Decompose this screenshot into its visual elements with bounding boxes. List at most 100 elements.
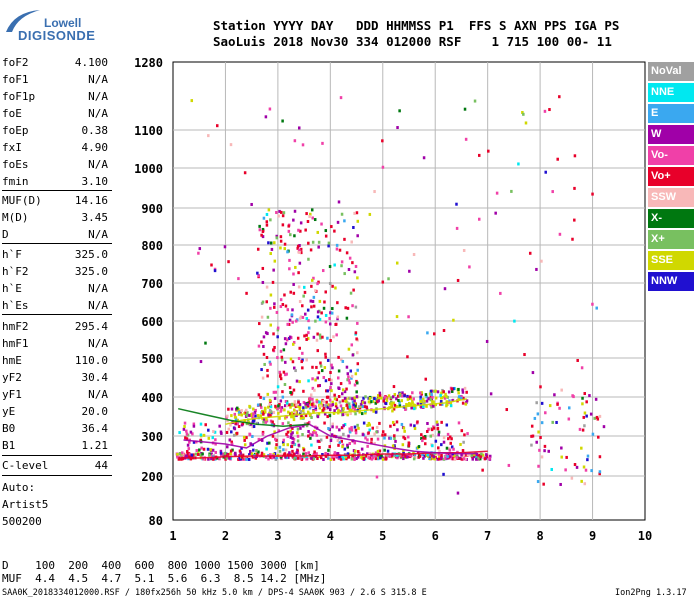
echo-point [283, 247, 287, 251]
param-value: N/A [88, 90, 108, 103]
param-separator [2, 455, 112, 456]
echo-point [339, 454, 343, 458]
echo-point [350, 408, 353, 412]
echo-point [279, 239, 283, 243]
echo-point [449, 441, 452, 445]
echo-point [571, 237, 574, 241]
echo-point [591, 192, 594, 196]
echo-point [214, 450, 218, 454]
echo-point [449, 404, 453, 408]
echo-point [327, 426, 330, 430]
echo-point [328, 445, 332, 449]
echo-point [464, 453, 467, 457]
echo-point [197, 452, 200, 456]
echo-point [336, 315, 340, 319]
echo-point [596, 417, 600, 421]
param-value: 36.4 [81, 422, 109, 435]
param-separator [2, 190, 112, 191]
echo-point [292, 442, 296, 446]
auto-label: Auto: [2, 481, 36, 494]
echo-point [353, 441, 357, 445]
echo-point [242, 457, 245, 461]
echo-point [342, 457, 345, 461]
echo-point [404, 454, 407, 458]
echo-point [331, 366, 334, 370]
echo-point [373, 442, 376, 446]
echo-point [234, 453, 237, 457]
echo-point [393, 437, 396, 441]
echo-point [237, 277, 240, 281]
echo-point [345, 387, 348, 391]
echo-point [325, 400, 328, 404]
echo-point [413, 424, 416, 428]
echo-point [254, 414, 257, 418]
echo-point [440, 391, 443, 395]
echo-point [262, 412, 265, 416]
echo-point [350, 428, 354, 432]
echo-point [384, 455, 388, 459]
echo-point [428, 392, 432, 396]
echo-point [354, 404, 357, 408]
echo-point [437, 457, 441, 461]
echo-point [302, 446, 305, 450]
echo-point [261, 280, 265, 284]
echo-point [310, 402, 314, 406]
echo-point [427, 397, 430, 401]
echo-point [558, 406, 561, 410]
echo-point [316, 349, 320, 353]
echo-point [311, 299, 315, 303]
echo-point [314, 319, 317, 323]
echo-point [233, 451, 237, 455]
echo-point [395, 315, 399, 319]
echo-point [331, 403, 334, 407]
echo-point [176, 455, 179, 459]
echo-point [530, 424, 534, 428]
echo-point [575, 465, 579, 469]
echo-point [258, 322, 261, 326]
echo-point [411, 401, 414, 405]
echo-point [393, 403, 397, 407]
echo-point [405, 403, 408, 407]
echo-point [294, 369, 297, 373]
echo-point [373, 190, 376, 194]
echo-point [348, 396, 352, 400]
echo-point [186, 450, 189, 454]
echo-point [433, 389, 436, 393]
echo-point [346, 452, 350, 456]
echo-point [274, 457, 278, 461]
echo-point [538, 448, 541, 452]
echo-point [311, 386, 315, 390]
logo-line2: DIGISONDE [18, 28, 96, 43]
echo-point [336, 301, 339, 305]
echo-point [302, 400, 306, 404]
echo-point [346, 443, 349, 447]
echo-point [461, 449, 465, 453]
echo-point [355, 211, 359, 215]
echo-point [307, 434, 310, 438]
echo-point [314, 378, 317, 382]
echo-point [316, 457, 319, 461]
echo-point [312, 457, 316, 461]
echo-point [327, 448, 330, 452]
echo-point [294, 265, 297, 269]
echo-point [450, 457, 454, 461]
echo-point [465, 401, 468, 405]
echo-point [292, 218, 295, 222]
echo-point [310, 415, 313, 419]
echo-point [348, 405, 352, 409]
echo-point [226, 414, 229, 418]
echo-point [298, 408, 302, 412]
echo-point [355, 379, 358, 383]
echo-point [333, 451, 337, 455]
echo-point [381, 165, 385, 169]
echo-point [543, 109, 547, 113]
echo-point [535, 267, 538, 271]
param-label: fmin [2, 175, 29, 188]
echo-point [348, 381, 351, 385]
echo-point [316, 415, 320, 419]
echo-point [244, 410, 248, 414]
echo-point [328, 428, 332, 432]
echo-point [315, 400, 319, 404]
echo-point [320, 222, 323, 226]
echo-point [281, 214, 285, 218]
